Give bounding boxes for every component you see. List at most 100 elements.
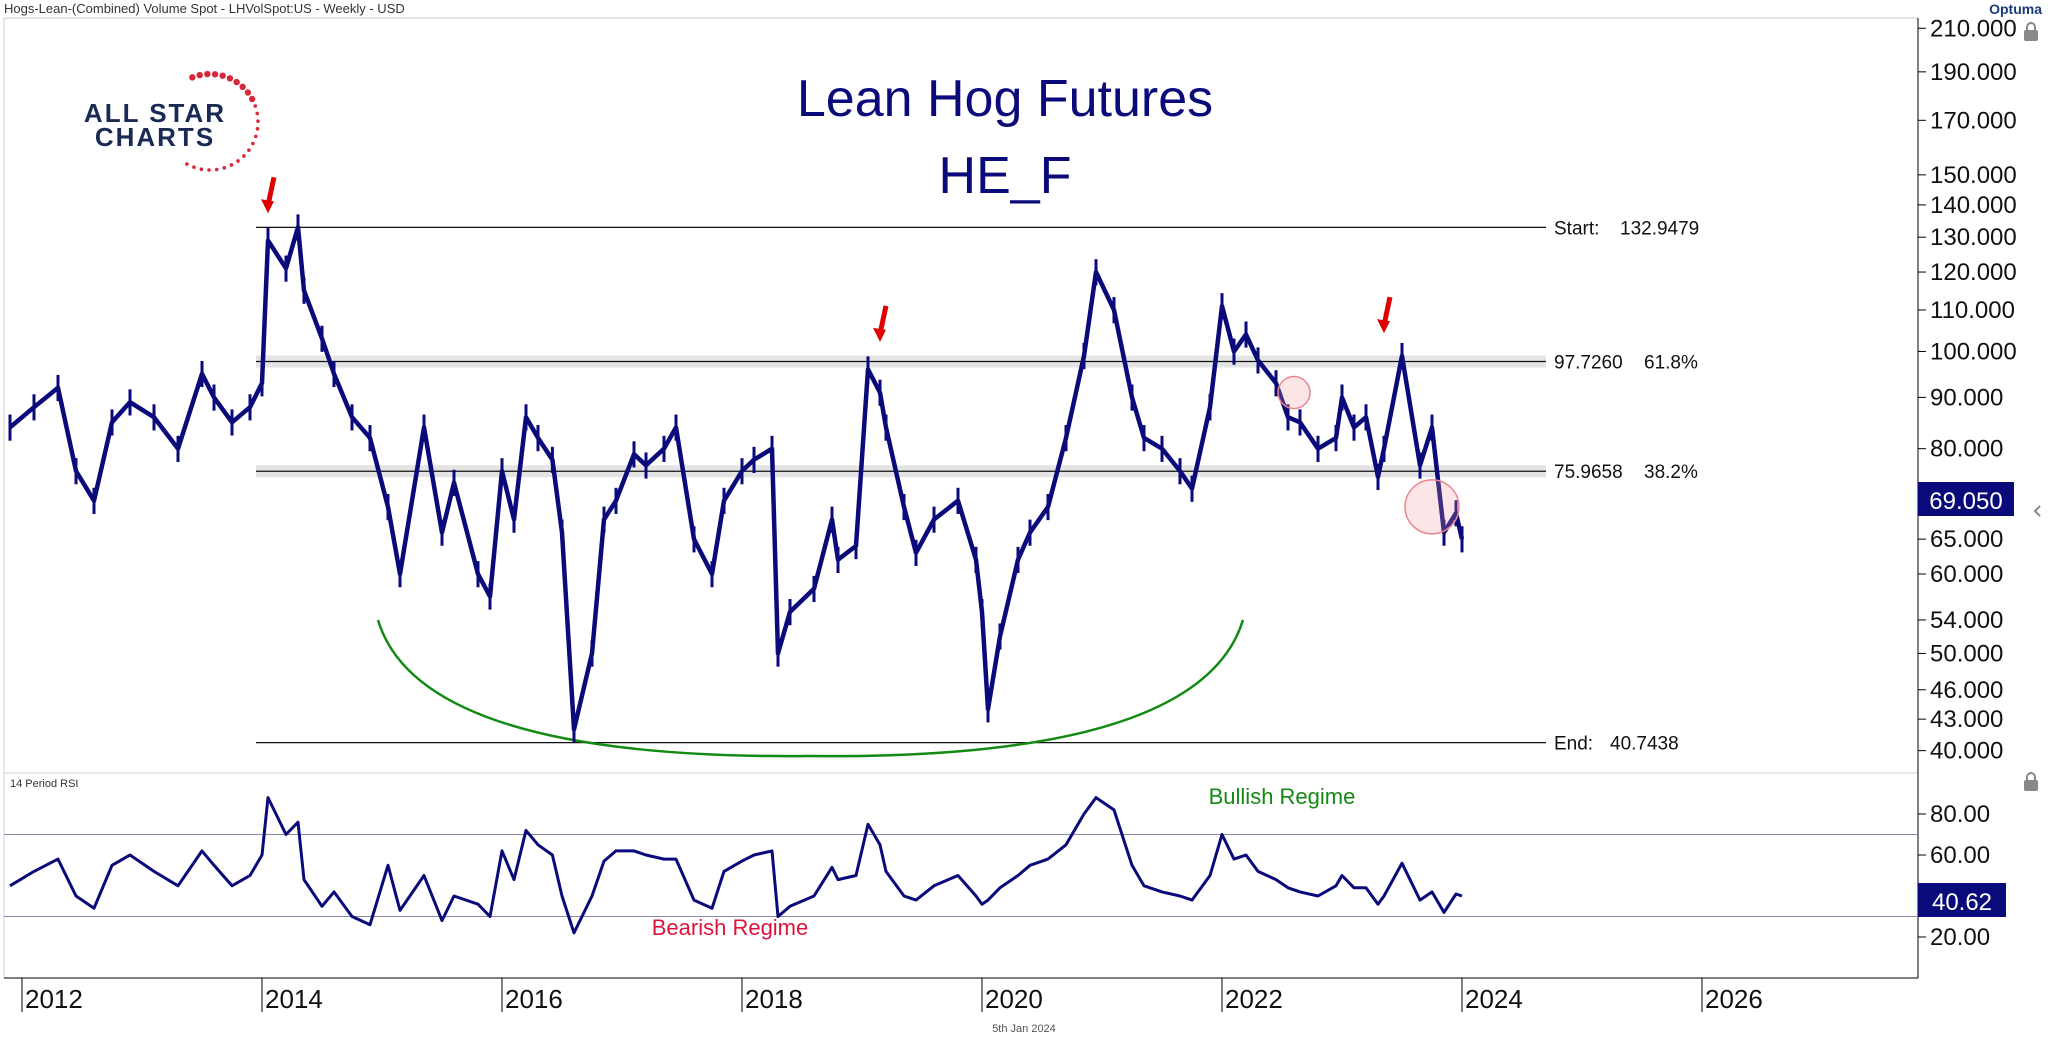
price-tick-label: 43.000 xyxy=(1930,706,2003,733)
rsi-series xyxy=(9,796,1463,935)
footer-date: 5th Jan 2024 xyxy=(992,1023,1056,1035)
price-tick-label: 120.000 xyxy=(1930,259,2017,286)
price-tick-label: 190.000 xyxy=(1930,59,2017,86)
logo-star-icon xyxy=(233,78,240,86)
optuma-brand: Optuma xyxy=(1989,1,2042,17)
price-last-value: 69.050 xyxy=(1929,488,2002,515)
rsi-tick-label: 60.00 xyxy=(1930,842,1990,869)
price-tick-label: 150.000 xyxy=(1930,162,2017,189)
logo-star-icon xyxy=(253,134,258,139)
logo-star-icon xyxy=(222,166,227,170)
price-line xyxy=(8,224,1465,732)
price-tick-label: 60.000 xyxy=(1930,561,2003,588)
logo-star-icon xyxy=(239,83,246,91)
price-tick-label: 110.000 xyxy=(1930,297,2015,324)
logo-star-icon xyxy=(247,148,251,152)
price-y-axis: 210.000 190.000 170.000 150.000 140.000 130.0… xyxy=(1917,15,2017,978)
fib-levels: Start: 132.9479 97.7260 61.8% 75.9658 38.2% En… xyxy=(256,218,1699,755)
level-value: 97.7260 xyxy=(1554,352,1623,373)
price-tick-label: 90.000 xyxy=(1930,384,2003,411)
level-name: Start: xyxy=(1554,218,1599,239)
x-tick-label: 2018 xyxy=(745,984,803,1014)
x-tick-label: 2012 xyxy=(25,984,83,1014)
x-tick-label: 2024 xyxy=(1465,984,1523,1014)
logo-star-icon xyxy=(251,141,255,146)
price-tick-label: 130.000 xyxy=(1930,224,2017,251)
level-value: 40.7438 xyxy=(1610,734,1679,755)
price-tick-label: 46.000 xyxy=(1930,677,2003,704)
price-series xyxy=(8,214,1465,743)
red-arrow-head-icon xyxy=(261,199,274,214)
level-value: 75.9658 xyxy=(1554,462,1623,483)
price-tick-label: 65.000 xyxy=(1930,526,2003,553)
highlight-circle xyxy=(1404,479,1460,535)
logo-star-icon xyxy=(189,74,196,81)
level-value: 132.9479 xyxy=(1620,218,1699,239)
lock-icon[interactable] xyxy=(2024,772,2038,791)
rsi-panel-frame xyxy=(3,772,1919,979)
lock-icon[interactable] xyxy=(2024,22,2038,41)
logo-star-icon xyxy=(253,104,258,108)
logo-text-line2: CHARTS xyxy=(95,122,215,152)
logo-star-icon xyxy=(185,162,189,166)
rsi-tick-label: 20.00 xyxy=(1930,924,1990,951)
highlight-circle xyxy=(1277,375,1311,410)
x-tick-label: 2014 xyxy=(265,984,323,1014)
all-star-charts-logo: ALL STAR CHARTS xyxy=(84,70,260,172)
logo-star-icon xyxy=(244,89,252,96)
logo-star-icon xyxy=(256,119,260,123)
x-tick-label: 2016 xyxy=(505,984,563,1014)
annotation-markers xyxy=(261,176,1460,535)
logo-star-icon xyxy=(204,70,211,78)
price-tick-label: 140.000 xyxy=(1930,192,2017,219)
logo-stars-arc xyxy=(185,70,260,172)
level-pct: 61.8% xyxy=(1644,352,1698,373)
logo-star-icon xyxy=(214,167,219,172)
price-tick-label: 100.000 xyxy=(1930,338,2017,365)
collapse-chevron-icon[interactable] xyxy=(2033,505,2041,517)
logo-star-icon xyxy=(196,71,203,79)
logo-star-icon xyxy=(199,167,204,172)
rsi-panel-title: 14 Period RSI xyxy=(10,778,78,790)
price-tick-label: 50.000 xyxy=(1930,640,2003,667)
chart-subtitle: HE_F xyxy=(939,147,1072,205)
red-arrow-head-icon xyxy=(873,327,886,342)
date-x-axis: 2012 2014 2016 2018 2020 2022 2024 2026 xyxy=(4,977,1918,1014)
level-pct: 38.2% xyxy=(1644,462,1698,483)
x-tick-label: 2026 xyxy=(1705,984,1763,1014)
price-panel-frame xyxy=(3,17,1919,774)
chart-source-label: Hogs-Lean-(Combined) Volume Spot - LHVol… xyxy=(4,1,405,16)
logo-star-icon xyxy=(192,165,196,170)
red-arrow-head-icon xyxy=(1377,319,1390,334)
bearish-regime-label: Bearish Regime xyxy=(652,915,809,940)
rsi-last-value-badge xyxy=(1918,883,2006,917)
x-tick-label: 2022 xyxy=(1225,984,1283,1014)
logo-star-icon xyxy=(255,127,260,131)
price-last-value-badge xyxy=(1918,482,2014,516)
bullish-regime-label: Bullish Regime xyxy=(1209,784,1356,809)
price-tick-label: 210.000 xyxy=(1930,15,2017,42)
logo-star-icon xyxy=(229,163,234,167)
logo-star-icon xyxy=(236,159,240,163)
logo-star-icon xyxy=(226,75,234,82)
logo-star-icon xyxy=(207,168,211,172)
logo-star-icon xyxy=(211,71,219,78)
price-tick-label: 80.000 xyxy=(1930,436,2003,463)
price-tick-label: 40.000 xyxy=(1930,738,2003,765)
rsi-tick-label: 80.00 xyxy=(1930,801,1990,828)
logo-star-icon xyxy=(248,95,256,103)
rounding-bottom-arc xyxy=(376,619,1245,758)
logo-star-icon xyxy=(219,72,226,79)
logo-text-line1: ALL STAR xyxy=(84,98,226,128)
level-name: End: xyxy=(1554,734,1593,755)
price-tick-label: 170.000 xyxy=(1930,107,2017,134)
logo-star-icon xyxy=(255,111,260,116)
rsi-line xyxy=(9,796,1463,935)
price-tick-label: 54.000 xyxy=(1930,607,2003,634)
logo-star-icon xyxy=(242,154,246,158)
rsi-last-value: 40.62 xyxy=(1932,889,1992,916)
x-tick-label: 2020 xyxy=(985,984,1043,1014)
chart-title: Lean Hog Futures xyxy=(797,70,1213,128)
